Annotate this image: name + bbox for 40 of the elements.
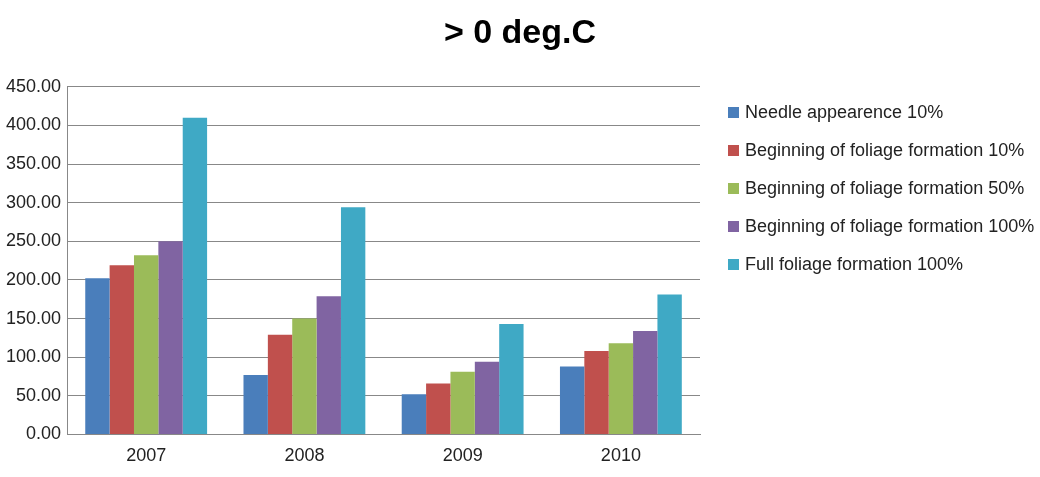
bar (559, 366, 585, 434)
legend-label: Full foliage formation 100% (745, 253, 964, 276)
y-tick-label: 50.00 (16, 384, 62, 405)
legend-label: Needle appearence 10% (745, 101, 944, 124)
chart-title: > 0 deg.C (442, 12, 598, 51)
bar (267, 334, 293, 434)
bar (474, 361, 500, 434)
bar (133, 255, 159, 434)
bar (340, 207, 366, 434)
x-tick-label: 2010 (600, 445, 641, 466)
y-tick-label: 350.00 (5, 153, 62, 174)
x-tick-label: 2008 (284, 445, 325, 466)
y-tick-label: 200.00 (5, 268, 62, 289)
bar (633, 330, 658, 434)
y-tick-label: 150.00 (5, 307, 62, 328)
bar (182, 117, 208, 434)
bar (292, 318, 317, 434)
y-tick-label: 100.00 (5, 346, 62, 367)
bar (499, 323, 524, 434)
bar (243, 374, 268, 434)
legend-label: Beginning of foliage formation 100% (745, 215, 1035, 238)
bar (158, 241, 183, 434)
y-tick-label: 0.00 (26, 423, 62, 444)
bar (657, 294, 682, 434)
bar (426, 383, 451, 434)
bar (401, 394, 427, 434)
bar (608, 343, 634, 434)
bar (584, 350, 609, 434)
y-tick-label: 250.00 (5, 230, 62, 251)
y-tick-label: 400.00 (5, 114, 62, 135)
x-tick-label: 2009 (442, 445, 483, 466)
y-tick-label: 450.00 (5, 75, 62, 96)
bar (316, 296, 341, 434)
legend-label: Beginning of foliage formation 10% (745, 139, 1025, 162)
bar (450, 371, 475, 434)
x-tick-label: 2007 (126, 445, 167, 466)
y-tick-label: 300.00 (5, 191, 62, 212)
legend-label: Beginning of foliage formation 50% (745, 177, 1025, 200)
bar (109, 265, 134, 434)
bar (85, 278, 110, 434)
